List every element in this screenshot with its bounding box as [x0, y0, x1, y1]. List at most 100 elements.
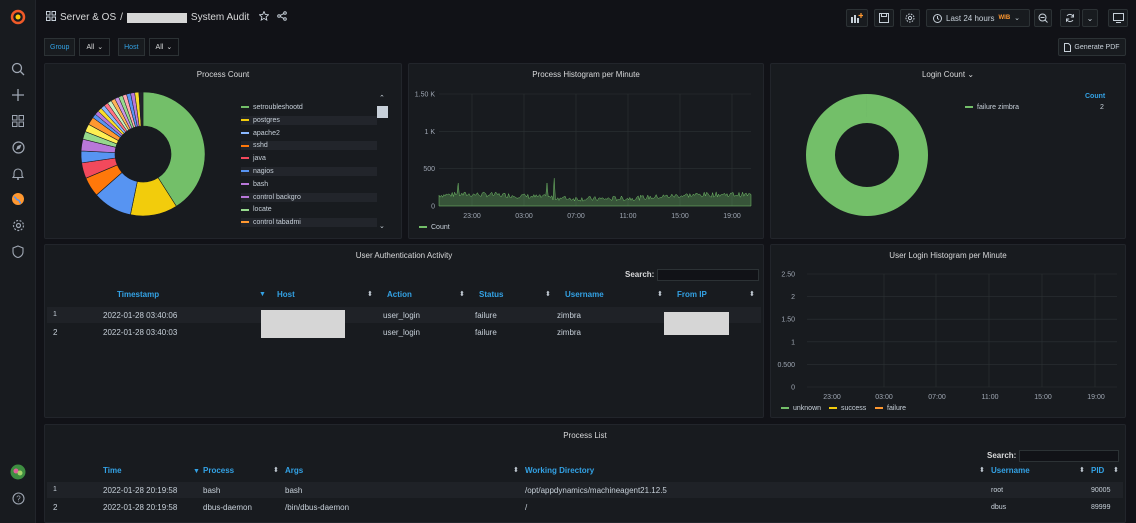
column-header-time[interactable]: Time	[103, 466, 122, 475]
legend-column-header[interactable]: Count	[1085, 93, 1106, 100]
table-row[interactable]	[47, 482, 1123, 498]
x-tick-label: 23:00	[823, 394, 841, 401]
sort-desc-icon[interactable]: ▼	[193, 468, 200, 475]
time-picker[interactable]: Last 24 hours WIB ⌄	[926, 9, 1030, 27]
refresh-button[interactable]	[1060, 9, 1080, 27]
column-header-working-directory[interactable]: Working Directory	[525, 466, 595, 475]
generate-pdf-button[interactable]: Generate PDF	[1058, 38, 1126, 56]
legend-item[interactable]: control tabadmi	[241, 218, 377, 228]
legend-swatch	[241, 170, 249, 173]
tv-mode-button[interactable]	[1108, 9, 1128, 27]
chevron-up-icon[interactable]: ⌃	[379, 95, 385, 102]
legend-item[interactable]: apache2	[241, 129, 377, 138]
help-icon[interactable]: ?	[9, 489, 27, 507]
gear-icon[interactable]	[9, 216, 27, 234]
legend-label: setroubleshootd	[253, 104, 303, 111]
legend-failure-zimbra[interactable]: failure zimbra	[965, 104, 1019, 111]
sort-icon[interactable]: ⬍	[459, 291, 465, 298]
cell-process: bash	[203, 486, 221, 495]
grafana-logo-icon[interactable]	[9, 8, 27, 26]
dashboards-icon[interactable]	[9, 112, 27, 130]
legend-success[interactable]: success	[829, 405, 866, 412]
legend-item[interactable]: locate	[241, 205, 377, 214]
plus-icon[interactable]	[9, 86, 27, 104]
legend-unknown[interactable]: unknown	[781, 405, 821, 412]
zoom-out-button[interactable]	[1034, 9, 1052, 27]
chevron-down-icon[interactable]: ⌄	[379, 223, 385, 230]
share-icon[interactable]	[277, 11, 288, 24]
legend-item[interactable]: sshd	[241, 141, 377, 151]
settings-button[interactable]	[900, 9, 920, 27]
legend-scrollbar[interactable]: ⌃ ⌄	[377, 94, 388, 234]
sort-icon[interactable]: ⬍	[979, 467, 985, 474]
sort-icon[interactable]: ⬍	[1113, 467, 1119, 474]
x-tick-label: 23:00	[463, 213, 481, 220]
legend-label: postgres	[253, 116, 280, 124]
globe-icon[interactable]	[9, 190, 27, 208]
column-header-timestamp[interactable]: Timestamp	[117, 290, 160, 299]
column-header-username[interactable]: Username	[565, 290, 604, 299]
avatar[interactable]	[9, 463, 27, 481]
series-area-count	[438, 178, 752, 207]
y-tick-label: 0	[431, 204, 435, 211]
legend-failure[interactable]: failure	[875, 405, 906, 412]
legend-item[interactable]: control backgro	[241, 192, 377, 202]
cell-pid: 90005	[1091, 487, 1111, 494]
breadcrumb-separator: /	[120, 12, 123, 23]
column-header-process[interactable]: Process	[203, 466, 235, 475]
sort-icon[interactable]: ⬍	[657, 291, 663, 298]
legend-swatch	[241, 221, 249, 224]
refresh-interval-dropdown[interactable]: ⌄	[1082, 9, 1098, 27]
column-header-args[interactable]: Args	[285, 466, 304, 475]
topbar: Server & OS / System Audit Last 24 hours…	[36, 0, 1136, 36]
sort-icon[interactable]: ⬍	[545, 291, 551, 298]
legend-item[interactable]: java	[241, 154, 377, 163]
search-input[interactable]	[1019, 450, 1119, 462]
folder-link[interactable]: Server & OS	[60, 12, 117, 23]
variable-select-host[interactable]: All ⌄	[148, 38, 180, 56]
sort-icon[interactable]: ⬍	[273, 467, 279, 474]
legend-label: unknown	[793, 405, 822, 412]
column-header-pid[interactable]: PID	[1091, 466, 1105, 475]
legend-swatch	[241, 118, 249, 121]
search-label: Search:	[625, 270, 655, 279]
bell-icon[interactable]	[9, 164, 27, 182]
variable-select-group[interactable]: All ⌄	[79, 38, 111, 56]
legend-label: failure	[887, 405, 907, 412]
legend-item[interactable]: postgres	[241, 115, 377, 125]
legend-item[interactable]: setroubleshootd	[241, 103, 377, 112]
redacted-host	[261, 310, 345, 338]
column-header-username[interactable]: Username	[991, 466, 1030, 475]
column-header-action[interactable]: Action	[387, 290, 412, 299]
chevron-down-icon: ⌄	[1086, 13, 1094, 23]
column-header-status[interactable]: Status	[479, 290, 504, 299]
y-tick-label: 2.50	[781, 272, 795, 279]
sort-icon[interactable]: ⬍	[1079, 467, 1085, 474]
legend-item[interactable]: nagios	[241, 167, 377, 176]
scroll-thumb[interactable]	[377, 106, 388, 118]
sort-icon[interactable]: ⬍	[749, 291, 755, 298]
legend-label: bash	[253, 180, 269, 188]
save-button[interactable]	[874, 9, 894, 27]
panel-title[interactable]: Login Count ⌄	[771, 70, 1125, 79]
document-icon	[1064, 42, 1072, 52]
legend-swatch	[241, 106, 249, 109]
column-header-from-ip[interactable]: From IP	[677, 290, 707, 299]
explore-icon[interactable]	[9, 138, 27, 156]
sort-icon[interactable]: ⬍	[513, 467, 519, 474]
legend-item[interactable]: bash	[241, 180, 377, 189]
row-number: 1	[53, 486, 57, 493]
sort-icon[interactable]: ⬍	[367, 291, 373, 298]
sort-desc-icon[interactable]: ▼	[259, 291, 266, 298]
cell-timestamp: 2022-01-28 03:40:06	[103, 311, 178, 320]
process-list-panel: Process List Search: Time ▼ Process ⬍ Ar…	[44, 424, 1126, 523]
sidebar: ?	[0, 0, 36, 523]
search-input[interactable]	[657, 269, 759, 281]
shield-icon[interactable]	[9, 242, 27, 260]
search-icon[interactable]	[9, 60, 27, 78]
column-header-host[interactable]: Host	[277, 290, 295, 299]
table-row[interactable]	[47, 307, 761, 323]
star-icon[interactable]	[258, 10, 270, 24]
add-panel-button[interactable]	[846, 9, 868, 27]
legend-count[interactable]: Count	[419, 224, 450, 231]
